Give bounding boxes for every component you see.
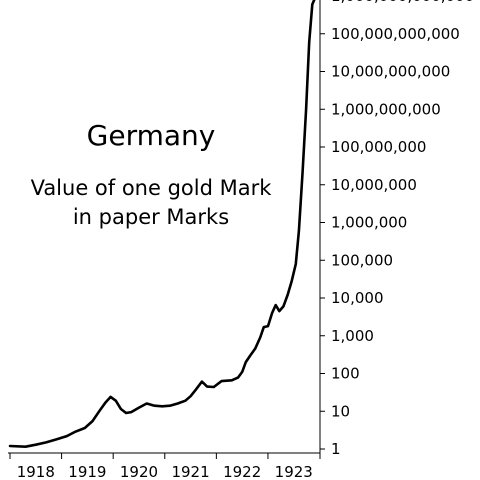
y-tick-label: 100,000 [331, 251, 393, 269]
series-line [8, 0, 316, 448]
y-tick-label: 100 [331, 365, 360, 383]
chart-title: Germany [87, 119, 216, 152]
y-tick-label: 100,000,000 [331, 138, 426, 156]
tick-marks [9, 33, 325, 459]
y-tick-label: 1 [331, 440, 341, 458]
tick-labels: 1 10 100 1,000 10,000 100,000 1,000,000 10,000,… [17, 0, 474, 480]
x-tick-label: 1923 [275, 463, 313, 480]
series-lines [8, 0, 316, 448]
x-tick-label: 1920 [120, 463, 158, 480]
y-tick-label: 10,000,000,000 [331, 63, 450, 81]
chart-titles: Germany Value of one gold Mark in paper … [31, 119, 273, 229]
y-tick-label: 1,000 [331, 327, 374, 345]
y-tick-label: 1,000,000 [331, 214, 407, 232]
y-tick-label: 1,000,000,000 [331, 100, 441, 118]
y-tick-label: 1,000,000,000,000 [331, 0, 474, 5]
y-tick-label: 100,000,000,000 [331, 25, 460, 43]
chart-subtitle-line-2: in paper Marks [73, 205, 229, 229]
y-tick-label: 10 [331, 402, 350, 420]
chart-subtitle-line-1: Value of one gold Mark [31, 176, 273, 200]
x-tick-label: 1922 [223, 463, 261, 480]
y-tick-label: 10,000,000 [331, 176, 417, 194]
x-tick-label: 1918 [17, 463, 55, 480]
x-tick-label: 1921 [171, 463, 209, 480]
y-tick-label: 10,000 [331, 289, 384, 307]
x-tick-label: 1919 [68, 463, 106, 480]
